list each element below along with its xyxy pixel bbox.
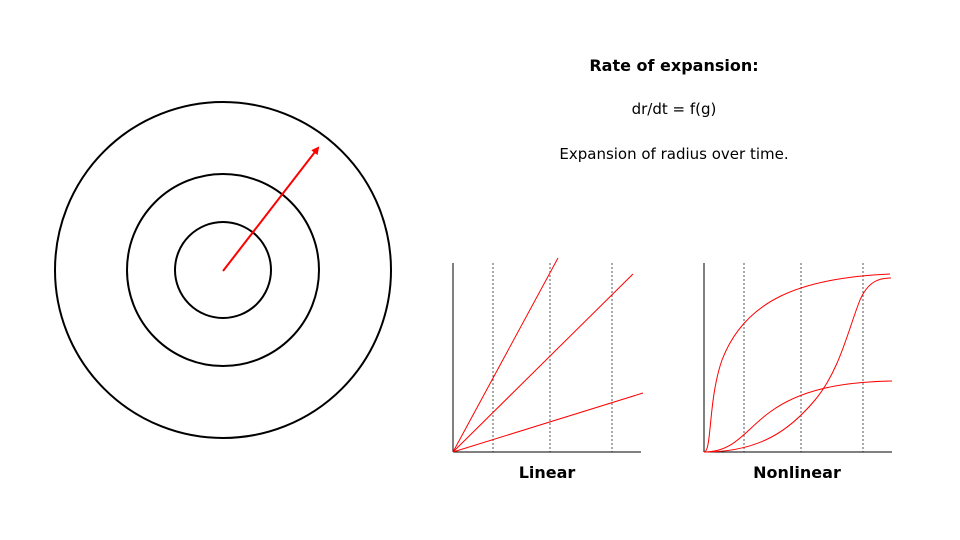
linear-line-medium bbox=[452, 273, 634, 453]
linear-line-steep bbox=[452, 257, 559, 453]
linear-graph bbox=[452, 257, 644, 453]
expansion-caption: Expansion of radius over time. bbox=[559, 145, 789, 163]
outer-circle bbox=[54, 101, 392, 439]
nonlinear-curve-slow-saturating bbox=[703, 380, 893, 453]
nonlinear-curve-fast-saturating bbox=[703, 273, 891, 453]
nonlinear-curve-sigmoid bbox=[703, 277, 892, 453]
rate-formula: dr/dt = f(g) bbox=[631, 100, 717, 118]
nonlinear-graph bbox=[703, 263, 893, 453]
expansion-arrow bbox=[222, 146, 320, 272]
linear-graph-label: Linear bbox=[518, 463, 576, 482]
linear-line-shallow bbox=[452, 392, 644, 453]
inner-circle bbox=[174, 221, 272, 319]
concentric-circles bbox=[54, 101, 392, 439]
rate-title: Rate of expansion: bbox=[589, 56, 759, 75]
middle-circle bbox=[126, 173, 320, 367]
nonlinear-graph-label: Nonlinear bbox=[753, 463, 841, 482]
